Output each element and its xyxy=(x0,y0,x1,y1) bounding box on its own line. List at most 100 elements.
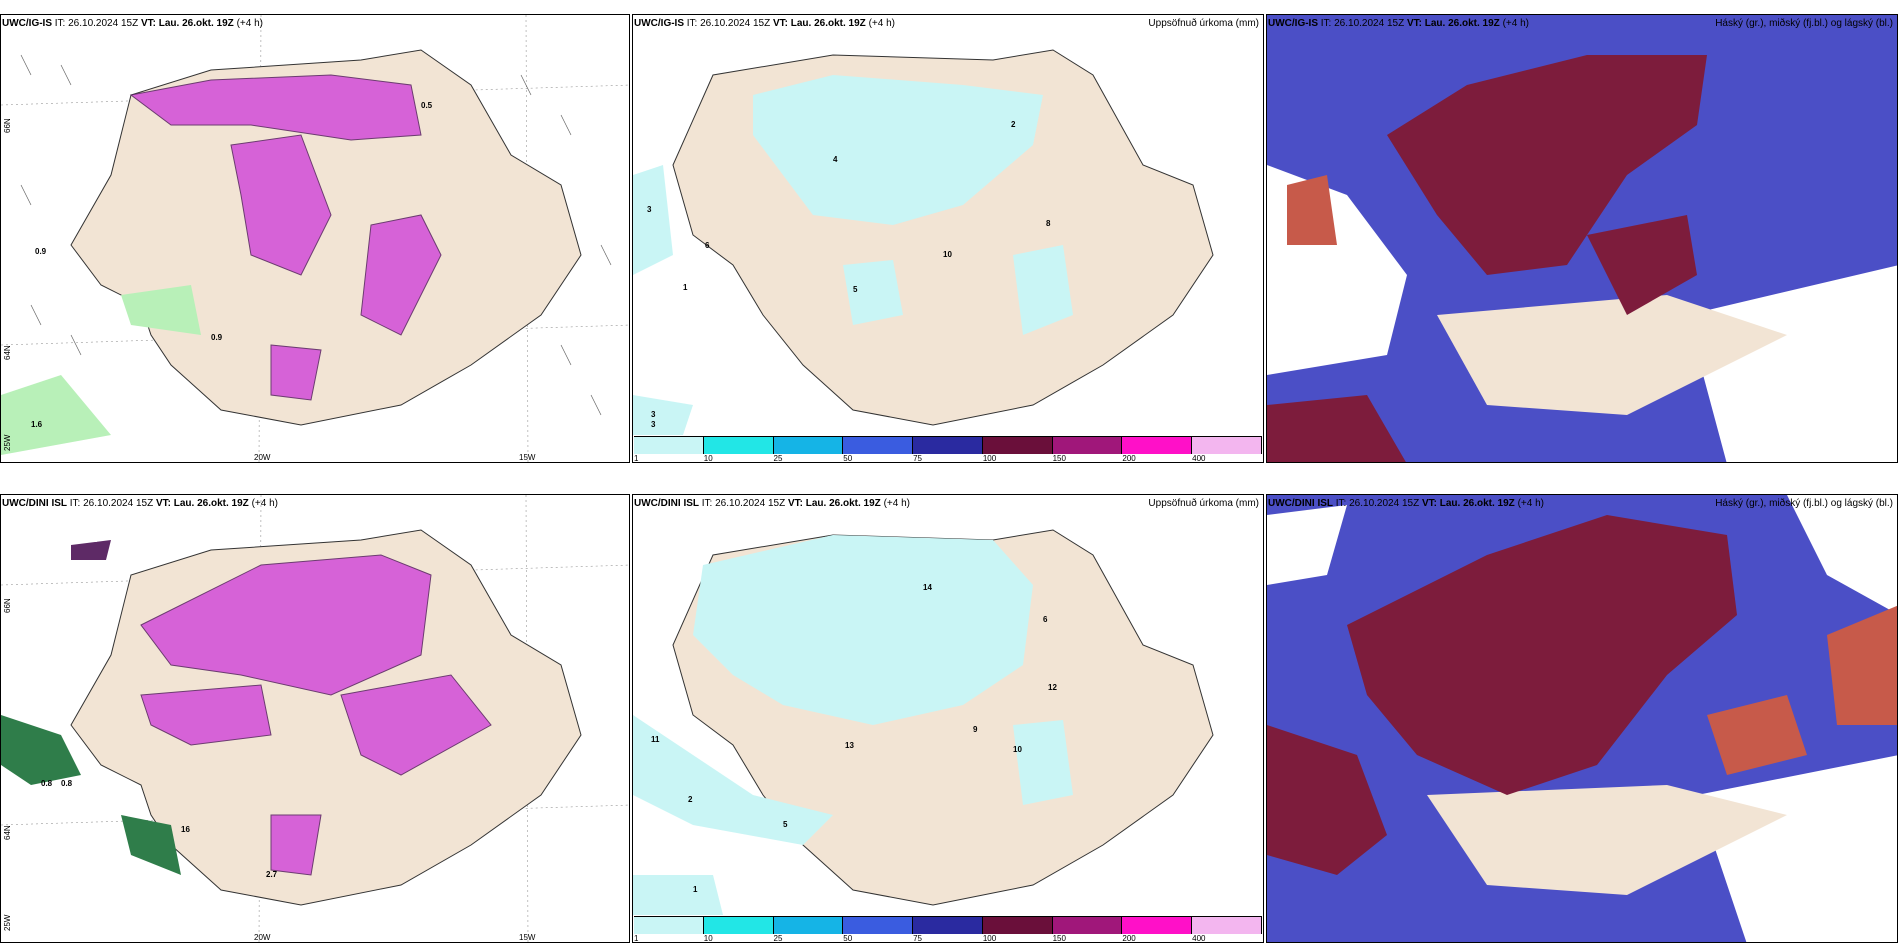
cloud-title: Háský (gr.), miðský (fj.bl.) og lágský (… xyxy=(1715,498,1893,509)
colorbar-swatch xyxy=(1192,436,1263,454)
map-cloud-bottom xyxy=(1267,495,1897,942)
valid-time: VT: Lau. 26.okt. 19Z xyxy=(140,18,234,29)
precip-value: 12 xyxy=(1048,683,1057,692)
wind-annotation: 0.9 xyxy=(211,333,223,342)
colorbar-swatch xyxy=(982,916,1053,934)
colorbar-label: 200 xyxy=(1122,934,1136,943)
colorbar-label: 50 xyxy=(843,454,853,463)
panel-title: UWC/IG-IS IT: 26.10.2024 15Z VT: Lau. 26… xyxy=(2,18,263,29)
colorbar-label: 25 xyxy=(773,934,783,943)
wind-annotation: 0.2 xyxy=(86,535,98,544)
panel-title: UWC/DINI ISL IT: 26.10.2024 15Z VT: Lau.… xyxy=(2,498,278,509)
map-wind-bottom xyxy=(1,495,629,942)
colorbar-swatch xyxy=(843,436,914,454)
precip-value: 4 xyxy=(833,155,838,164)
lead-time: (+4 h) xyxy=(251,498,278,509)
colorbar-label: 1 xyxy=(634,934,639,943)
colorbar-label: 100 xyxy=(982,934,997,943)
wind-annotation: 16 xyxy=(181,825,190,834)
model-name: UWC/IG-IS xyxy=(1268,18,1318,29)
precip-colorbar: 1 10 25 50 75 100 150 200 400 xyxy=(634,916,1263,943)
lon-label: 15W xyxy=(519,933,536,942)
cloud-title: Háský (gr.), miðský (fj.bl.) og lágský (… xyxy=(1715,18,1893,29)
panel-title: UWC/DINI ISL IT: 26.10.2024 15Z VT: Lau.… xyxy=(1268,498,1544,509)
colorbar-label: 10 xyxy=(703,934,713,943)
colorbar-swatch xyxy=(703,436,774,454)
precip-value: 10 xyxy=(1013,745,1022,754)
colorbar-label: 50 xyxy=(843,934,853,943)
colorbar-label: 150 xyxy=(1052,454,1066,463)
model-name: UWC/DINI ISL xyxy=(1268,498,1333,509)
lon-label: 15W xyxy=(519,453,536,462)
lat-label: 25W xyxy=(3,434,12,451)
init-time: IT: 26.10.2024 15Z xyxy=(1320,18,1405,29)
valid-time: VT: Lau. 26.okt. 19Z xyxy=(155,498,249,509)
cloud-panel-bottom: UWC/DINI ISL IT: 26.10.2024 15Z VT: Lau.… xyxy=(1266,494,1898,943)
colorbar-swatch xyxy=(913,916,983,934)
lat-label: 66N xyxy=(3,118,12,133)
precip-title: Uppsöfnuð úrkoma (mm) xyxy=(1148,498,1259,509)
init-time: IT: 26.10.2024 15Z xyxy=(686,18,771,29)
precip-panel-top: UWC/IG-IS IT: 26.10.2024 15Z VT: Lau. 26… xyxy=(632,14,1264,463)
colorbar-swatch xyxy=(843,916,914,934)
valid-time: VT: Lau. 26.okt. 19Z xyxy=(1406,18,1500,29)
colorbar-label: 25 xyxy=(773,454,783,463)
precip-value: 5 xyxy=(783,820,788,829)
wind-annotation: 0.9 xyxy=(35,247,47,256)
lead-time: (+4 h) xyxy=(868,18,895,29)
model-name: UWC/DINI ISL xyxy=(634,498,699,509)
init-time: IT: 26.10.2024 15Z xyxy=(701,498,786,509)
precip-value: 9 xyxy=(973,725,978,734)
colorbar-label: 150 xyxy=(1052,934,1066,943)
colorbar-swatch xyxy=(773,436,844,454)
lat-label: 66N xyxy=(3,598,12,613)
lon-label: 20W xyxy=(254,933,271,942)
map-cloud-top xyxy=(1267,15,1897,462)
precip-value: 1 xyxy=(693,885,698,894)
init-time: IT: 26.10.2024 15Z xyxy=(54,18,139,29)
precip-value: 10 xyxy=(943,250,952,259)
init-time: IT: 26.10.2024 15Z xyxy=(69,498,154,509)
wind-snow-panel-bottom: UWC/DINI ISL IT: 26.10.2024 15Z VT: Lau.… xyxy=(0,494,630,943)
precip-value: 11 xyxy=(651,735,660,744)
lat-label: 64N xyxy=(3,825,12,840)
colorbar-swatch xyxy=(634,916,704,934)
colorbar-swatch xyxy=(703,916,774,934)
panel-title: UWC/DINI ISL IT: 26.10.2024 15Z VT: Lau.… xyxy=(634,498,910,509)
colorbar-label: 100 xyxy=(982,454,997,463)
precip-value: 2 xyxy=(1011,120,1016,129)
model-name: UWC/IG-IS xyxy=(2,18,52,29)
colorbar-label: 1 xyxy=(634,454,639,463)
wind-annotation: 2.7 xyxy=(266,870,278,879)
colorbar-label: 10 xyxy=(703,454,713,463)
wind-annotation: 1.6 xyxy=(31,420,43,429)
colorbar-label: 200 xyxy=(1122,454,1136,463)
cloud-panel-top: UWC/IG-IS IT: 26.10.2024 15Z VT: Lau. 26… xyxy=(1266,14,1898,463)
panel-title: UWC/IG-IS IT: 26.10.2024 15Z VT: Lau. 26… xyxy=(1268,18,1529,29)
wind-annotation: 0.8 xyxy=(41,779,53,788)
precip-value: 6 xyxy=(1043,615,1048,624)
precip-value: 8 xyxy=(1046,219,1051,228)
colorbar-swatch xyxy=(1052,916,1123,934)
precip-value: 1 xyxy=(683,283,688,292)
valid-time: VT: Lau. 26.okt. 19Z xyxy=(1421,498,1515,509)
precip-title: Uppsöfnuð úrkoma (mm) xyxy=(1148,18,1259,29)
precip-value: 3 xyxy=(651,420,656,429)
precip-value: 13 xyxy=(845,741,854,750)
model-name: UWC/DINI ISL xyxy=(2,498,67,509)
lead-time: (+4 h) xyxy=(1502,18,1529,29)
lon-label: 20W xyxy=(254,453,271,462)
precip-value: 3 xyxy=(647,205,652,214)
valid-time: VT: Lau. 26.okt. 19Z xyxy=(787,498,881,509)
colorbar-swatch xyxy=(1122,436,1193,454)
precip-value: 5 xyxy=(853,285,858,294)
colorbar-swatch xyxy=(1192,916,1263,934)
model-name: UWC/IG-IS xyxy=(634,18,684,29)
lead-time: (+4 h) xyxy=(1517,498,1544,509)
colorbar-label: 75 xyxy=(913,454,922,463)
init-time: IT: 26.10.2024 15Z xyxy=(1335,498,1420,509)
lead-time: (+4 h) xyxy=(236,18,263,29)
wind-annotation: 0.5 xyxy=(421,101,433,110)
precip-value: 14 xyxy=(923,583,932,592)
wind-snow-panel-top: UWC/IG-IS IT: 26.10.2024 15Z VT: Lau. 26… xyxy=(0,14,630,463)
